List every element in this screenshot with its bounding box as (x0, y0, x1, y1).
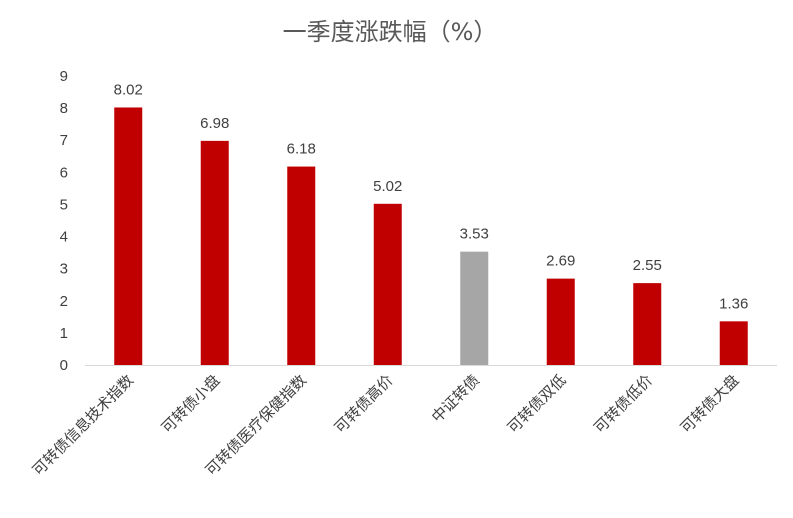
bar (633, 283, 662, 365)
bar (373, 203, 402, 365)
x-category-label: 可转债双低 (504, 371, 570, 437)
bar (114, 107, 143, 366)
bar-value-label: 2.69 (546, 253, 575, 270)
x-category-label: 可转债小盘 (158, 371, 224, 437)
x-category-label: 可转债信息技术指数 (29, 371, 137, 479)
bar-value-label: 6.18 (287, 141, 316, 158)
bar (287, 166, 316, 365)
bar-value-label: 6.98 (200, 115, 229, 132)
bar-value-label: 1.36 (719, 295, 748, 312)
y-tick-label: 1 (60, 325, 68, 342)
y-axis-tick-labels: 0 1 2 3 4 5 6 7 8 9 (60, 68, 68, 374)
y-tick-label: 4 (60, 229, 68, 246)
bar (200, 140, 229, 365)
bar (719, 321, 748, 365)
y-tick-label: 3 (60, 261, 68, 278)
bar (546, 278, 575, 365)
y-tick-label: 9 (60, 68, 68, 85)
y-tick-label: 5 (60, 196, 68, 213)
y-tick-label: 6 (60, 164, 68, 181)
x-category-label: 可转债低价 (590, 371, 656, 437)
data-labels: 8.02 6.98 6.18 5.02 3.53 2.69 2.55 1.36 (114, 81, 749, 312)
bar-value-label: 5.02 (373, 178, 402, 195)
y-tick-label: 2 (60, 293, 68, 310)
bar-value-label: 8.02 (114, 81, 143, 98)
bars-group (114, 107, 748, 366)
y-tick-label: 7 (60, 132, 68, 149)
x-category-label: 中证转债 (428, 371, 483, 426)
bar-value-label: 2.55 (633, 257, 662, 274)
bar (460, 251, 489, 365)
y-tick-label: 0 (60, 357, 68, 374)
x-category-label: 可转债高价 (331, 371, 397, 437)
bar-value-label: 3.53 (460, 226, 489, 243)
x-category-label: 可转债大盘 (677, 371, 743, 437)
y-tick-label: 8 (60, 100, 68, 117)
chart-title: 一季度涨跌幅（%） (283, 18, 498, 46)
